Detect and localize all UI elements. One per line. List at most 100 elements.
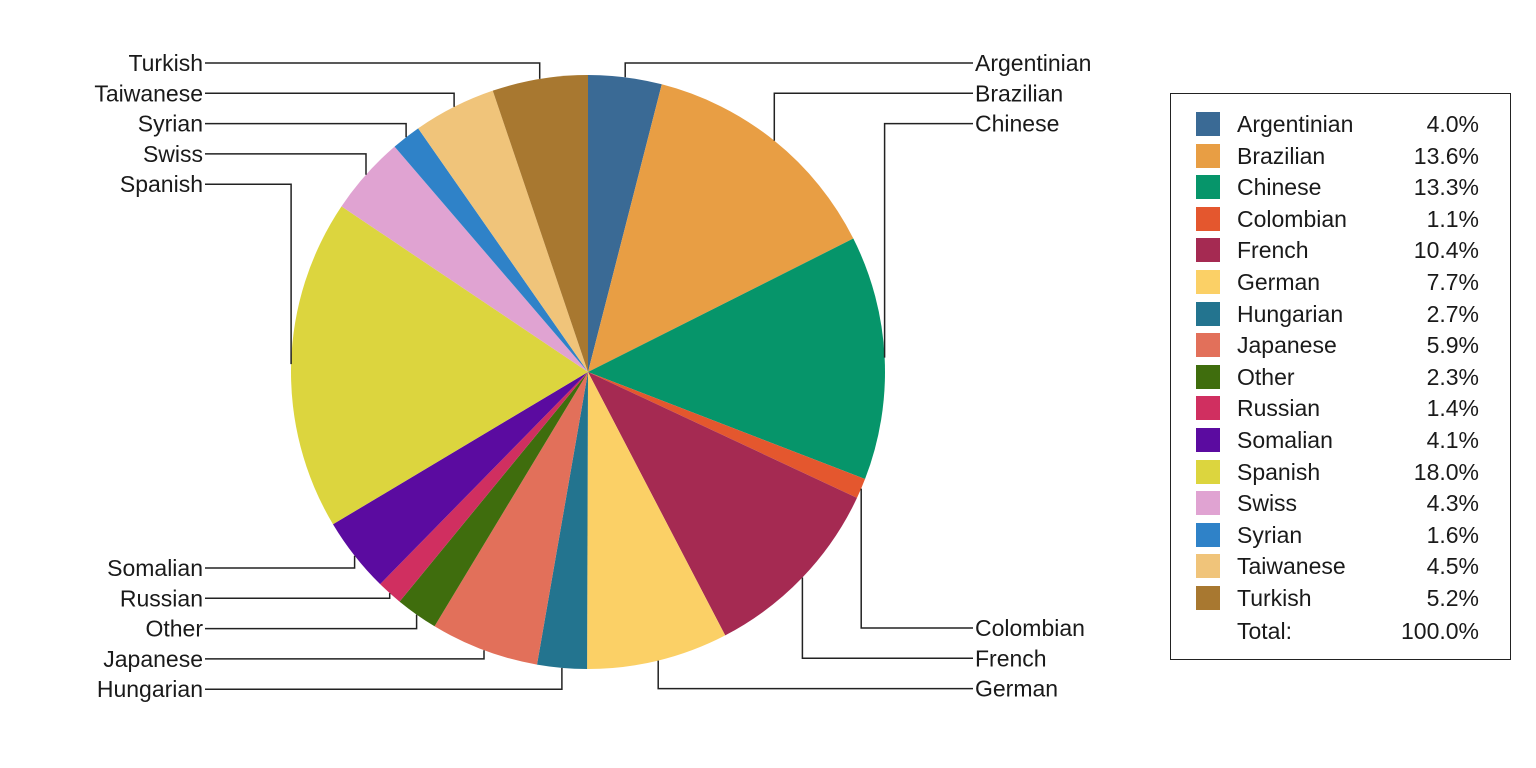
callout-label-japanese: Japanese <box>103 646 203 672</box>
legend-label: Taiwanese <box>1237 553 1346 580</box>
pie-slice-russian <box>380 372 588 602</box>
legend-label: Chinese <box>1237 174 1322 201</box>
callout-label-syrian: Syrian <box>138 111 203 137</box>
callout-label-turkish: Turkish <box>128 50 203 76</box>
leader-line-turkish <box>205 62 541 79</box>
callout-label-spanish: Spanish <box>120 171 203 197</box>
legend-percent: 2.3% <box>1426 363 1479 390</box>
pie-slice-chinese <box>588 238 885 480</box>
leader-line-spanish <box>205 183 292 365</box>
leader-line-hungarian <box>205 667 563 690</box>
legend-swatch <box>1196 364 1220 389</box>
legend-label: Brazilian <box>1237 142 1326 169</box>
pie-chart: Argentinian Brazilian Chinese Colombian Fren… <box>94 50 1091 702</box>
legend-item-russian: Russian 1.4% <box>1171 393 1510 424</box>
legend-item-colombian: Colombian 1.1% <box>1171 204 1510 235</box>
legend-swatch <box>1196 206 1220 231</box>
callout-label-hungarian: Hungarian <box>97 676 203 702</box>
legend-swatch <box>1196 586 1220 610</box>
legend: Argentinian 4.0% Brazilian 13.6% Chinese 13.3… <box>1170 93 1511 660</box>
leader-lines <box>205 62 973 690</box>
leader-line-german <box>657 660 973 690</box>
pie-slice-turkish <box>492 75 588 372</box>
legend-item-brazilian: Brazilian 13.6% <box>1171 141 1510 172</box>
pie-slice-brazilian <box>588 84 854 372</box>
legend-percent: 7.7% <box>1426 269 1479 295</box>
legend-label: Japanese <box>1237 332 1337 359</box>
legend-label: Other <box>1237 363 1295 390</box>
legend-percent: 5.9% <box>1426 332 1479 359</box>
legend-swatch <box>1196 491 1220 516</box>
legend-item-syrian: Syrian 1.6% <box>1171 520 1510 551</box>
callout-label-russian: Russian <box>120 585 203 611</box>
leader-line-argentinian <box>624 62 973 78</box>
legend-item-somalian: Somalian 4.1% <box>1171 425 1510 456</box>
legend-percent: 13.3% <box>1413 174 1479 201</box>
legend-item-hungarian: Hungarian 2.7% <box>1171 299 1510 330</box>
legend-item-french: French 10.4% <box>1171 235 1510 266</box>
legend-percent: 13.6% <box>1413 142 1479 169</box>
legend-swatch <box>1196 333 1220 358</box>
leader-line-swiss <box>205 153 367 175</box>
legend-swatch <box>1196 175 1220 200</box>
pie-slice-somalian <box>332 372 588 585</box>
leader-line-somalian <box>205 555 356 569</box>
pie-slice-syrian <box>394 128 588 372</box>
callout-label-argentinian: Argentinian <box>975 50 1091 76</box>
leader-line-other <box>205 614 418 630</box>
legend-label: Colombian <box>1237 205 1347 232</box>
legend-percent: 4.5% <box>1426 553 1479 580</box>
pie-slice-hungarian <box>536 372 588 669</box>
legend-item-other: Other 2.3% <box>1171 362 1510 393</box>
legend-percent: 10.4% <box>1413 237 1479 264</box>
legend-label: Argentinian <box>1237 111 1354 137</box>
leader-line-colombian <box>860 488 973 629</box>
legend-item-swiss: Swiss 4.3% <box>1171 488 1510 519</box>
legend-item-japanese: Japanese 5.9% <box>1171 330 1510 361</box>
legend-swatch <box>1196 522 1220 547</box>
legend-swatch <box>1196 270 1220 294</box>
legend-item-german: German 7.7% <box>1171 267 1510 298</box>
pie-slice-french <box>588 372 857 636</box>
leader-line-taiwanese <box>205 92 455 107</box>
callout-label-colombian: Colombian <box>975 615 1085 641</box>
leader-line-syrian <box>205 122 407 138</box>
legend-swatch <box>1196 112 1220 136</box>
legend-percent: 5.2% <box>1426 585 1479 611</box>
callout-label-brazilian: Brazilian <box>975 80 1063 106</box>
pie-slice-colombian <box>588 372 866 498</box>
callout-label-swiss: Swiss <box>143 141 203 167</box>
legend-item-chinese: Chinese 13.3% <box>1171 172 1510 203</box>
legend-total-label: Total: <box>1237 617 1292 644</box>
legend-swatch <box>1196 301 1220 326</box>
pie-slice-other <box>399 372 588 627</box>
leader-line-japanese <box>205 650 485 660</box>
legend-percent: 4.3% <box>1426 490 1479 517</box>
legend-swatch <box>1196 396 1220 421</box>
pie-slice-german <box>587 372 726 670</box>
callout-label-french: French <box>975 645 1047 671</box>
legend-label: Spanish <box>1237 458 1321 485</box>
legend-swatch <box>1196 554 1220 579</box>
legend-total-value: 100.0% <box>1400 617 1479 644</box>
legend-label: Turkish <box>1237 585 1312 611</box>
pie-slice-spanish <box>291 206 588 525</box>
legend-percent: 18.0% <box>1413 458 1479 485</box>
callout-label-chinese: Chinese <box>975 111 1059 137</box>
legend-label: Syrian <box>1237 521 1303 548</box>
legend-percent: 4.1% <box>1426 427 1479 453</box>
leader-line-french <box>801 577 973 660</box>
legend-swatch <box>1196 459 1220 484</box>
leader-line-chinese <box>883 122 973 358</box>
legend-percent: 1.1% <box>1426 205 1479 232</box>
legend-item-taiwanese: Taiwanese 4.5% <box>1171 551 1510 582</box>
legend-swatch <box>1196 143 1220 168</box>
pie-slice-argentinian <box>588 75 662 372</box>
legend-label: Somalian <box>1237 427 1333 453</box>
callout-label-taiwanese: Taiwanese <box>94 80 203 106</box>
legend-label: German <box>1237 269 1321 295</box>
pie-slices <box>291 75 885 670</box>
legend-label: French <box>1237 237 1309 264</box>
callout-label-german: German <box>975 676 1058 702</box>
